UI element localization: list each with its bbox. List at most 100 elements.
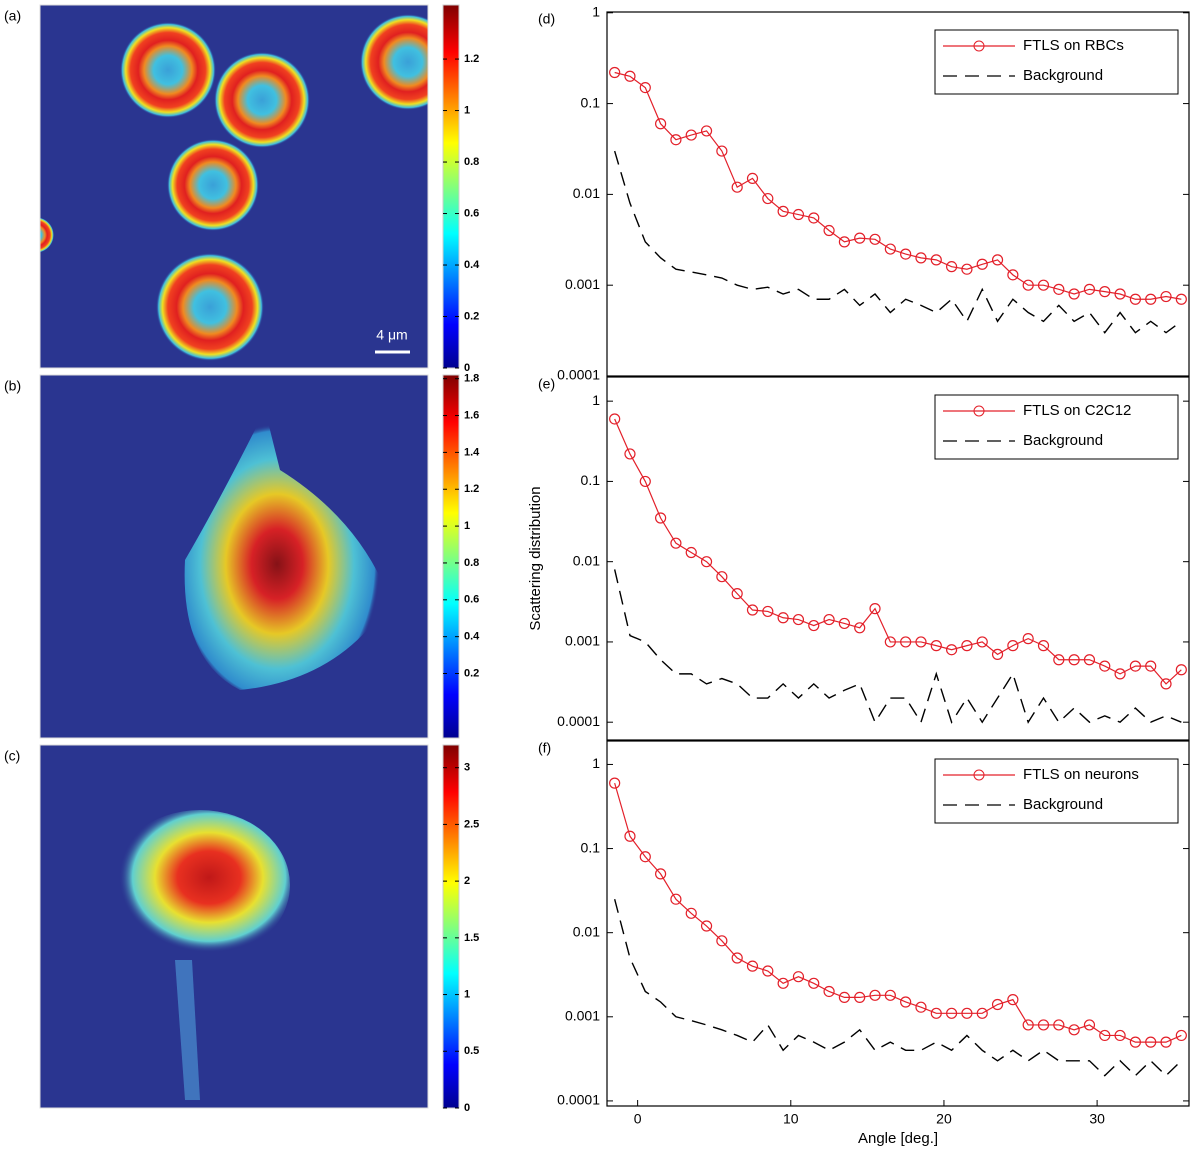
image-frame: [39, 4, 429, 369]
data-point: [670, 134, 682, 146]
colorbar-tick-label: 0.8: [464, 156, 479, 168]
data-point: [838, 617, 850, 630]
y-tick-label: 0.01: [573, 923, 600, 939]
scale-bar-label: 4 μm: [376, 327, 407, 343]
colorbar-tick-label: 0.4: [464, 631, 480, 643]
data-point: [1007, 269, 1019, 281]
plot-frame: [606, 376, 1190, 741]
data-point: [1114, 288, 1126, 300]
series-line: [613, 569, 1182, 724]
data-point: [731, 181, 743, 193]
colorbar-gradient: [442, 744, 460, 1109]
data-point: [1145, 1036, 1157, 1048]
data-point: [961, 263, 973, 275]
data-point: [624, 448, 636, 460]
data-point: [808, 619, 820, 632]
legend-marker: [973, 40, 985, 52]
y-tick-label: 0.0001: [557, 713, 600, 729]
colorbar-tick-label: 1.8: [464, 373, 479, 385]
data-point: [746, 172, 759, 185]
x-tick-label: 30: [1089, 1111, 1105, 1127]
data-point: [670, 537, 682, 549]
y-tick-label: 0.1: [581, 472, 601, 488]
image-frame: [39, 374, 429, 739]
data-point: [900, 996, 912, 1008]
data-point: [1129, 660, 1141, 672]
y-tick-label: 0.1: [581, 94, 601, 110]
data-point: [946, 644, 958, 656]
data-point: [792, 613, 805, 626]
colorbar-tick-label: 0: [464, 362, 470, 374]
data-point: [1037, 1019, 1050, 1031]
legend-label: Background: [1023, 796, 1103, 813]
data-point: [884, 243, 896, 255]
y-tick-label: 0.01: [573, 552, 600, 568]
data-point: [1175, 1029, 1187, 1042]
data-point: [1068, 1024, 1080, 1036]
y-tick-label: 0.001: [565, 633, 600, 649]
data-point: [762, 605, 774, 618]
colorbar-tick-label: 1: [464, 520, 470, 532]
data-point: [1053, 654, 1065, 666]
data-point: [946, 1007, 958, 1019]
data-point: [792, 208, 805, 221]
legend-label: Background: [1023, 67, 1103, 84]
x-tick-label: 20: [936, 1111, 952, 1127]
data-point: [1022, 1019, 1034, 1031]
data-point: [1160, 1036, 1172, 1048]
data-point: [1037, 279, 1050, 291]
legend-label: FTLS on C2C12: [1023, 402, 1131, 419]
image-c: [40, 745, 428, 1108]
x-axis-label: Angle [deg.]: [858, 1130, 938, 1147]
colorbar-tick-label: 1.2: [464, 53, 479, 65]
y-tick-label: 1: [592, 3, 600, 19]
data-point: [609, 413, 621, 425]
data-point: [930, 640, 942, 652]
data-point: [685, 546, 697, 559]
data-point: [716, 935, 728, 947]
x-tick-label: 0: [634, 1111, 642, 1127]
colorbar-tick-label: 3: [464, 762, 470, 774]
data-point: [639, 475, 651, 488]
y-axis-label: Scattering distribution: [527, 486, 544, 630]
legend-label: FTLS on RBCs: [1023, 37, 1124, 54]
legend-marker: [973, 769, 985, 781]
data-point: [1053, 283, 1065, 295]
series-line: [614, 71, 1182, 300]
data-point: [624, 830, 636, 842]
data-point: [1068, 288, 1080, 300]
data-point: [823, 224, 835, 237]
data-point: [655, 118, 667, 130]
data-point: [884, 989, 896, 1001]
data-point: [716, 571, 728, 583]
data-point: [670, 893, 682, 905]
data-point: [854, 622, 866, 634]
data-point: [915, 1001, 927, 1013]
colorbar-tick-label: 0.8: [464, 557, 479, 569]
data-point: [777, 977, 789, 989]
data-point: [1053, 1019, 1065, 1031]
data-point: [884, 636, 896, 648]
legend-box: [934, 394, 1179, 460]
data-point: [900, 636, 912, 648]
data-point: [976, 1007, 988, 1019]
y-tick-label: 0.001: [565, 1007, 600, 1023]
data-point: [808, 212, 820, 224]
data-point: [655, 512, 667, 524]
colorbar-gradient: [442, 374, 460, 739]
colorbar-gradient: [442, 4, 460, 369]
data-point: [869, 603, 881, 615]
data-point: [869, 233, 881, 245]
data-point: [1099, 1029, 1111, 1042]
panel-label: (d): [538, 11, 555, 27]
colorbar-tick-label: 0.2: [464, 667, 479, 679]
data-point: [716, 145, 728, 157]
y-tick-label: 0.0001: [557, 1092, 600, 1108]
data-point: [1083, 1019, 1096, 1031]
colorbar-tick-label: 1.5: [464, 932, 479, 944]
data-point: [731, 952, 743, 964]
y-tick-label: 0.1: [581, 839, 601, 855]
data-point: [1083, 283, 1096, 295]
data-point: [1083, 654, 1096, 666]
